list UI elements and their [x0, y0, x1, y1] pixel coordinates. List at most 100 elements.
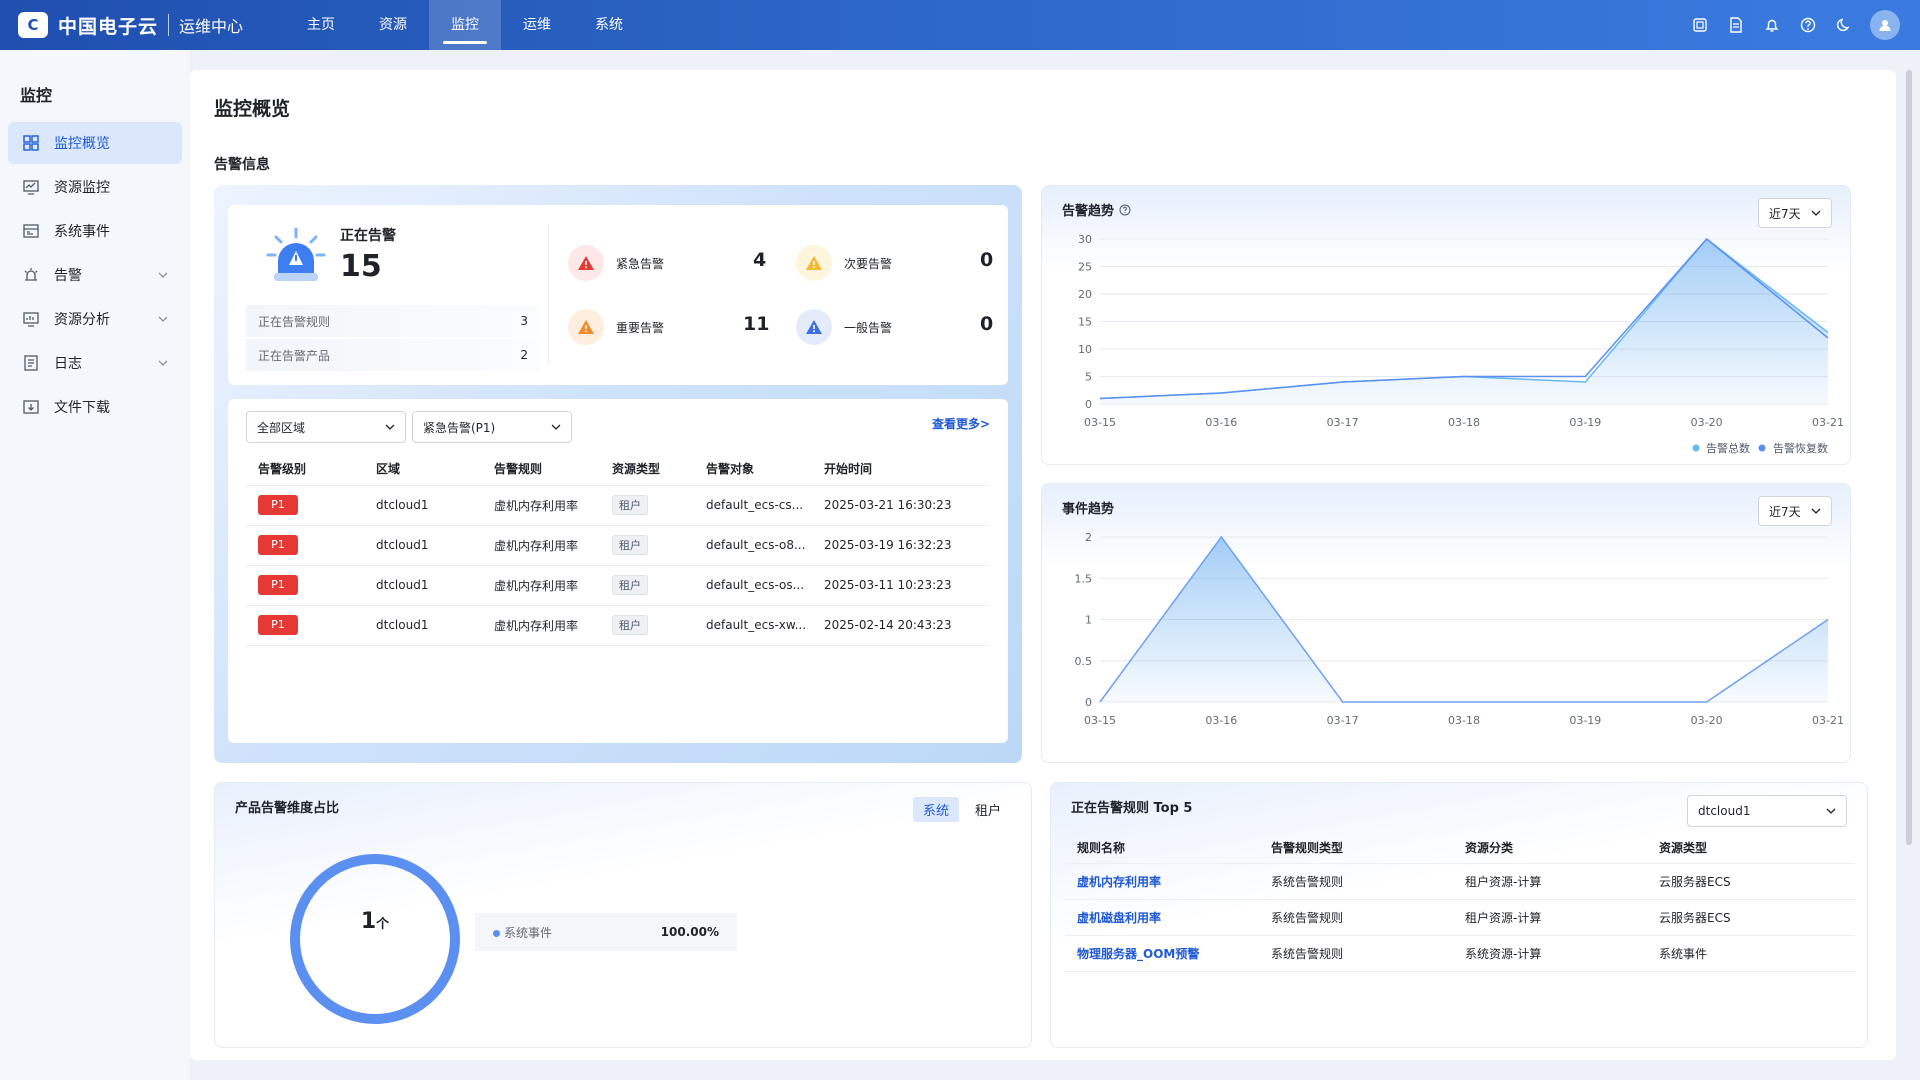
alarm-trend-title-text: 告警趋势: [1062, 204, 1115, 219]
download-icon: [23, 400, 39, 414]
tab-system[interactable]: 系统: [912, 797, 959, 822]
rule-name-link[interactable]: 虚机内存利用率: [1077, 874, 1162, 889]
nav-resources[interactable]: 资源: [379, 17, 407, 33]
cell-rule-type: 系统告警规则: [1259, 935, 1453, 972]
nav-system[interactable]: 系统: [595, 17, 623, 33]
x-tick-label: 03-21: [1812, 416, 1844, 429]
table-row[interactable]: P1 dtcloud1 虚机内存利用率 租户 default_ecs-cs...…: [246, 485, 990, 526]
y-tick-label: 25: [1078, 261, 1092, 274]
document-icon[interactable]: [1726, 15, 1746, 35]
y-tick-label: 10: [1078, 343, 1092, 356]
column-header: 告警对象: [694, 453, 812, 486]
x-tick-label: 03-17: [1327, 714, 1359, 727]
severity-minor-value: 0: [980, 249, 994, 271]
alarm-info-card: 正在告警 15 正在告警规则 3 正在告警产品 2 紧急告警 4 次要告警 0: [214, 185, 1022, 763]
logo[interactable]: C 中国电子云 运维中心: [18, 10, 243, 40]
alarm-table: 告警级别 区域 告警规则 资源类型 告警对象 开始时间 P1 dtcloud1 …: [246, 453, 990, 646]
log-icon: [24, 355, 38, 371]
severity-minor[interactable]: 次要告警: [796, 245, 892, 281]
x-tick-label: 03-20: [1691, 714, 1723, 727]
region-select[interactable]: 全部区域: [246, 411, 406, 443]
sidebar-item-label: 系统事件: [54, 224, 110, 240]
severity-major[interactable]: 重要告警: [568, 309, 664, 345]
alarm-siren-icon: [266, 227, 326, 281]
section-title-alarm-info: 告警信息: [214, 157, 270, 173]
resource-type-tag: 租户: [612, 575, 648, 595]
alarm-products-value: 2: [520, 348, 528, 362]
event-trend-range-select[interactable]: 近7天: [1758, 496, 1832, 526]
tab-tenant[interactable]: 租户: [974, 804, 1001, 819]
bell-icon[interactable]: [1762, 15, 1782, 35]
alarm-icon: [24, 268, 38, 281]
legend-dot: [493, 929, 500, 937]
alarm-rules-label: 正在告警规则: [258, 314, 331, 329]
cell-resource-type: 云服务器ECS: [1647, 863, 1855, 900]
severity-minor-label: 次要告警: [844, 256, 893, 271]
x-tick-label: 03-17: [1327, 416, 1359, 429]
minor-warning-icon: [796, 245, 832, 281]
y-tick-label: 1.5: [1075, 572, 1093, 585]
severity-critical[interactable]: 紧急告警: [568, 245, 664, 281]
x-tick-label: 03-18: [1448, 416, 1480, 429]
y-tick-label: 0: [1085, 398, 1092, 411]
screen-icon[interactable]: [1690, 15, 1710, 35]
donut-slice: [290, 854, 460, 1024]
alarm-table-header: 告警级别 区域 告警规则 资源类型 告警对象 开始时间: [246, 453, 990, 486]
sidebar-item-monitor-overview[interactable]: 监控概览: [8, 122, 182, 164]
cell-object: default_ecs-os...: [694, 565, 812, 606]
sidebar-item-label: 日志: [54, 356, 82, 372]
moon-icon[interactable]: [1834, 15, 1854, 35]
logo-divider: [168, 14, 170, 36]
view-more-link[interactable]: 查看更多>: [931, 417, 990, 431]
cell-region: dtcloud1: [364, 565, 482, 606]
sidebar-item-resource-analysis[interactable]: 资源分析: [8, 298, 182, 340]
column-header: 开始时间: [812, 453, 990, 486]
severity-major-value: 11: [743, 313, 770, 335]
help-icon[interactable]: [1798, 15, 1818, 35]
sidebar-item-label: 监控概览: [54, 136, 110, 152]
top5-region-select[interactable]: dtcloud1: [1687, 795, 1847, 827]
nav-home[interactable]: 主页: [307, 17, 335, 33]
series-line: [1099, 237, 1829, 400]
cell-rule: 虚机内存利用率: [482, 485, 600, 526]
column-header: 规则名称: [1065, 833, 1259, 864]
cell-time: 2025-03-11 10:23:23: [812, 565, 990, 606]
sidebar-item-label: 资源分析: [54, 312, 110, 328]
alarm-level-select-value: 紧急告警(P1): [423, 420, 496, 435]
sidebar-item-logs[interactable]: 日志: [8, 342, 182, 384]
y-tick-label: 2: [1085, 531, 1092, 544]
level-badge: P1: [258, 575, 298, 595]
general-warning-icon: [796, 309, 832, 345]
donut-center-value: 1个: [335, 909, 415, 934]
alarm-trend-range-select[interactable]: 近7天: [1758, 198, 1832, 228]
sidebar-item-system-events[interactable]: 系统事件: [8, 210, 182, 252]
table-row[interactable]: P1 dtcloud1 虚机内存利用率 租户 default_ecs-o8...…: [246, 525, 990, 566]
user-avatar[interactable]: [1870, 10, 1900, 40]
cell-category: 租户资源-计算: [1453, 863, 1647, 900]
main-nav: 主页 资源 监控 运维 系统: [285, 0, 645, 50]
nav-monitoring[interactable]: 监控: [429, 0, 501, 50]
severity-general[interactable]: 一般告警: [796, 309, 892, 345]
x-tick-label: 03-19: [1569, 714, 1601, 727]
sidebar-item-resource-monitor[interactable]: 资源监控: [8, 166, 182, 208]
product-alarm-ratio-card: 产品告警维度占比 系统 租户 1个 系统事件 100.00%: [214, 782, 1032, 1048]
event-trend-title: 事件趋势: [1062, 502, 1115, 517]
legend-label: 告警总数: [1706, 441, 1750, 455]
rule-name-link[interactable]: 物理服务器_OOM预警: [1077, 946, 1200, 961]
sidebar-item-alarm[interactable]: 告警: [8, 254, 182, 296]
sidebar-item-file-download[interactable]: 文件下载: [8, 386, 182, 428]
table-row[interactable]: P1 dtcloud1 虚机内存利用率 租户 default_ecs-xw...…: [246, 605, 990, 646]
alarm-level-select[interactable]: 紧急告警(P1): [412, 411, 572, 443]
alarm-now-label: 正在告警: [340, 228, 396, 244]
event-trend-range-value: 近7天: [1769, 504, 1801, 519]
legend-dot: [1692, 444, 1700, 452]
nav-operations[interactable]: 运维: [523, 17, 551, 33]
sidebar: 监控 监控概览 资源监控 系统事件 告警 资源分析 日志 文件下载: [0, 50, 190, 1080]
x-tick-label: 03-20: [1691, 416, 1723, 429]
page-scrollbar[interactable]: [1906, 70, 1912, 845]
cell-object: default_ecs-o8...: [694, 525, 812, 566]
table-row[interactable]: P1 dtcloud1 虚机内存利用率 租户 default_ecs-os...…: [246, 565, 990, 606]
donut-center-unit: 个: [376, 917, 390, 932]
rule-name-link[interactable]: 虚机磁盘利用率: [1077, 910, 1162, 925]
alarm-rules-value: 3: [520, 314, 528, 328]
